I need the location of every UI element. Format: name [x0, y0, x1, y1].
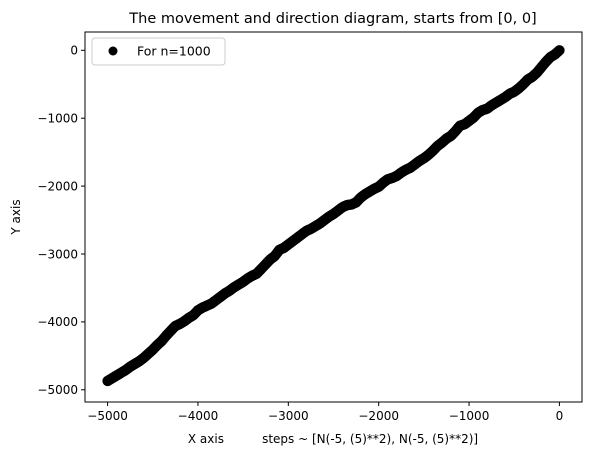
x-tick-label: −5000 [87, 409, 128, 423]
x-tick-label: −2000 [358, 409, 399, 423]
plot-points [102, 45, 565, 387]
axes-frame [84, 31, 583, 403]
y-axis-ticks: 0 −1000 −2000 −3000 −4000 −5000 [37, 44, 85, 397]
legend-marker [108, 46, 118, 56]
y-tick-label: −3000 [37, 247, 78, 261]
x-axis-ticks: −5000 −4000 −3000 −2000 −1000 0 [87, 402, 563, 423]
y-tick-label: −2000 [37, 179, 78, 193]
legend: For n=1000 [91, 37, 226, 66]
y-tick-label: 0 [70, 44, 78, 58]
x-axis-label: X axis steps ~ [N(-5, (5)**2), N(-5, (5)… [188, 432, 478, 446]
legend-label: For n=1000 [137, 44, 211, 59]
legend-box [91, 37, 226, 66]
y-tick-label: −5000 [37, 383, 78, 397]
x-tick-label: −3000 [268, 409, 309, 423]
y-tick-label: −4000 [37, 315, 78, 329]
scatter-point [102, 375, 113, 387]
y-axis-label: Y axis [9, 199, 23, 235]
y-tick-label: −1000 [37, 112, 78, 126]
x-tick-label: −1000 [449, 409, 490, 423]
x-tick-label: 0 [556, 409, 564, 423]
chart-title: The movement and direction diagram, star… [128, 11, 536, 27]
x-tick-label: −4000 [178, 409, 219, 423]
